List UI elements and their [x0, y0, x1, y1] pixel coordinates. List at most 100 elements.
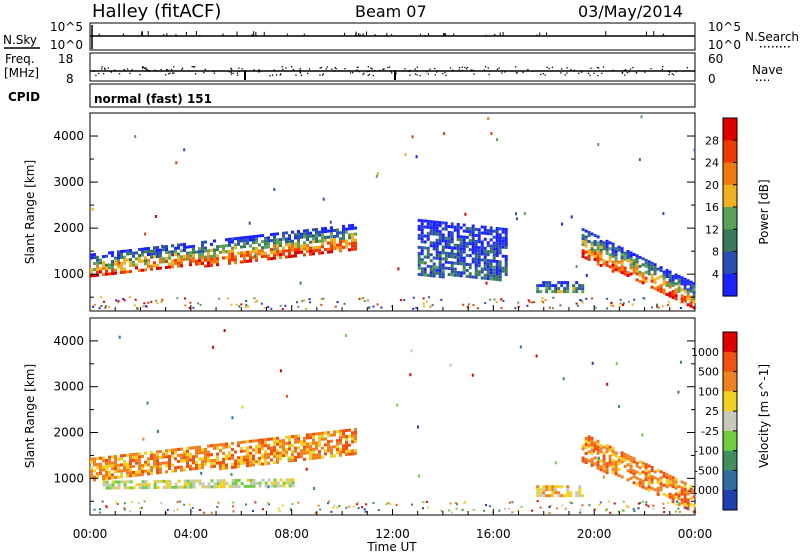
velocity-speckle — [622, 500, 625, 503]
power-speckle — [143, 302, 146, 305]
power-cell — [438, 275, 442, 279]
velocity-cell — [692, 495, 696, 499]
velocity-cell — [282, 439, 285, 443]
power-cell — [216, 260, 219, 264]
power-speckle — [368, 306, 371, 309]
velocity-cell — [258, 438, 261, 442]
power-cell — [462, 223, 466, 227]
velocity-cell — [246, 458, 249, 462]
velocity-cell — [186, 485, 190, 489]
velocity-speckle — [254, 501, 257, 504]
power-cell — [438, 251, 442, 255]
colorbar-segment — [723, 118, 737, 141]
velocity-cell — [557, 485, 561, 489]
power-cell — [429, 253, 433, 257]
power-cell — [483, 255, 487, 259]
velocity-cell — [318, 441, 321, 445]
velocity-cell — [614, 460, 618, 464]
velocity-speckle — [663, 511, 666, 513]
velocity-speckle — [520, 505, 523, 508]
velocity-cell — [204, 450, 207, 454]
velocity-cell — [183, 479, 187, 483]
velocity-cell — [144, 451, 147, 455]
power-cell — [228, 237, 231, 241]
power-cell — [273, 232, 276, 236]
power-cell — [321, 236, 324, 240]
power-cell — [201, 258, 204, 262]
power-cell — [105, 266, 108, 270]
nave-dot — [672, 74, 675, 76]
power-cell — [584, 241, 588, 245]
power-speckle — [267, 306, 270, 308]
power-cell — [417, 236, 421, 240]
power-cell — [150, 255, 153, 259]
nave-dot — [269, 74, 271, 77]
velocity-cell — [174, 451, 177, 455]
velocity-cell — [210, 485, 214, 489]
velocity-speckle — [472, 508, 475, 511]
power-cell — [90, 268, 93, 272]
velocity-cell — [647, 470, 651, 474]
velocity-speckle — [625, 504, 628, 507]
power-cell — [581, 287, 585, 291]
power-cell — [468, 227, 472, 231]
velocity-cell — [258, 462, 261, 466]
power-speckle — [548, 306, 551, 309]
power-cell — [291, 245, 294, 249]
velocity-cell — [587, 435, 591, 439]
power-cell — [249, 235, 252, 239]
velocity-cell — [180, 465, 183, 469]
velocity-cell — [554, 485, 558, 489]
velocity-cell — [647, 476, 651, 480]
nave-dot — [449, 67, 452, 69]
velocity-cell — [560, 485, 564, 489]
power-cell — [674, 291, 678, 295]
power-speckle — [606, 307, 609, 310]
power-cell — [492, 271, 496, 275]
power-cell — [114, 268, 117, 272]
velocity-cell — [126, 471, 129, 475]
velocity-speckle — [678, 502, 681, 505]
velocity-cell — [108, 455, 111, 459]
power-cell — [447, 261, 451, 264]
power-cell — [348, 242, 351, 246]
velocity-cell — [671, 497, 675, 501]
velocity-speckle — [143, 500, 146, 503]
velocity-cell — [683, 497, 687, 500]
power-cell — [156, 252, 159, 255]
power-cell — [447, 273, 451, 276]
velocity-cell — [297, 455, 300, 459]
power-cell — [348, 224, 351, 228]
power-cell — [177, 243, 180, 247]
velocity-cell — [614, 454, 618, 458]
power-cell — [288, 237, 291, 241]
velocity-cell — [596, 442, 600, 446]
nave-dot — [458, 69, 460, 71]
velocity-cell — [204, 485, 208, 489]
power-cell — [629, 260, 633, 264]
velocity-cell — [162, 461, 165, 465]
nave-dot — [146, 69, 148, 71]
power-cell — [575, 287, 579, 291]
velocity-cell — [153, 480, 157, 483]
velocity-cell — [258, 459, 261, 463]
velocity-speckle — [179, 500, 182, 503]
power-cell — [294, 242, 297, 246]
power-cell — [93, 256, 96, 260]
power-cell — [429, 229, 433, 233]
power-cell — [222, 247, 225, 251]
power-cell — [180, 261, 183, 265]
velocity-cell — [297, 446, 300, 450]
y-tick-label: 2000 — [53, 426, 84, 440]
power-cell — [243, 251, 246, 255]
power-cell — [105, 272, 108, 276]
power-cell — [198, 250, 201, 254]
velocity-cell — [168, 461, 171, 464]
velocity-cell — [264, 444, 267, 448]
velocity-cell — [201, 463, 204, 467]
power-cell — [474, 266, 478, 270]
power-speckle — [92, 305, 95, 308]
velocity-speckle — [231, 416, 234, 420]
velocity-cell — [228, 485, 232, 489]
nave-dot — [404, 68, 406, 70]
